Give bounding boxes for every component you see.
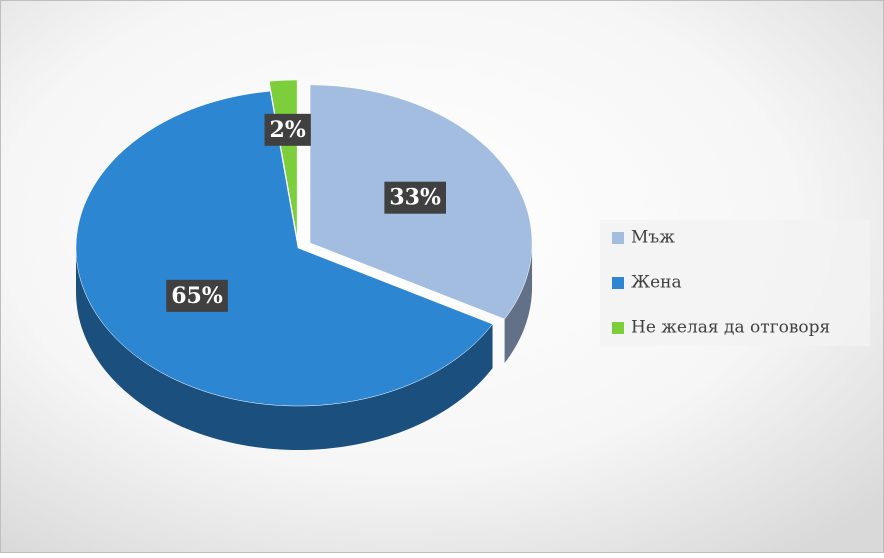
legend-background xyxy=(600,220,870,346)
slice-side xyxy=(76,248,493,450)
legend-swatch xyxy=(612,232,624,244)
legend-swatch xyxy=(612,322,624,334)
data-label-background xyxy=(264,113,311,146)
data-label: 65% xyxy=(171,283,223,309)
legend-label: Жена xyxy=(631,273,682,293)
legend-swatch xyxy=(612,277,624,289)
legend-label: Не желая да отговоря xyxy=(631,318,830,338)
data-label-background xyxy=(166,279,228,312)
legend-label: Мъж xyxy=(631,228,675,248)
slice-side xyxy=(504,242,533,364)
data-label: 33% xyxy=(389,185,441,211)
slice xyxy=(75,90,493,407)
data-label-background xyxy=(384,181,446,214)
data-label: 2% xyxy=(270,117,306,143)
